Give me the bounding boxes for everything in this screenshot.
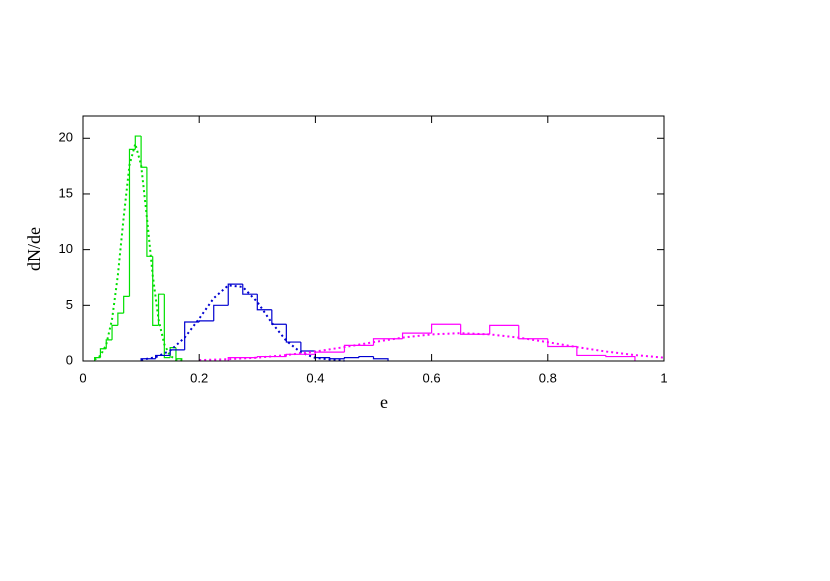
histogram-bin	[140, 358, 156, 361]
y-axis-label: dN/de	[24, 227, 44, 271]
y-tick-label: 5	[66, 297, 73, 312]
x-tick-label: 0.2	[190, 370, 208, 385]
histogram-bin	[605, 355, 636, 361]
histogram-bin	[271, 309, 287, 325]
x-tick-label: 1	[660, 370, 667, 385]
x-tick-label: 0.6	[423, 370, 441, 385]
histogram-bin	[489, 324, 519, 335]
histogram-bin	[105, 339, 113, 349]
histogram-bin	[111, 324, 118, 340]
histogram-bin	[169, 347, 176, 358]
histogram-bin	[184, 321, 200, 350]
histogram-bin	[123, 295, 130, 314]
x-tick-label: 0.4	[306, 370, 324, 385]
histogram-bin	[213, 304, 229, 321]
histogram-bin	[117, 312, 124, 326]
histogram-bin	[329, 357, 345, 360]
histogram-bin	[94, 357, 101, 361]
histogram-bin	[576, 346, 606, 357]
histogram-bin	[128, 148, 136, 297]
histogram-bin	[343, 357, 359, 359]
histogram-bin	[358, 355, 374, 358]
histogram-bin	[152, 256, 159, 326]
histogram-bin	[343, 344, 374, 353]
histogram-bin	[242, 284, 258, 295]
histogram-bin	[155, 354, 171, 359]
x-tick-label: 0	[79, 370, 86, 385]
plot-frame	[82, 115, 665, 362]
y-tick-label: 10	[59, 241, 73, 256]
histogram-bin	[460, 324, 490, 335]
histogram-bin	[285, 324, 301, 343]
histogram-bin	[256, 355, 287, 358]
x-axis-label: e	[380, 392, 388, 412]
histogram-bin	[518, 325, 548, 340]
histogram-bin	[140, 136, 147, 168]
fit-curve	[199, 332, 665, 362]
histogram-bin	[401, 332, 432, 339]
y-tick-label: 15	[59, 185, 73, 200]
histogram-bin	[431, 323, 461, 334]
histogram-bin	[227, 357, 258, 361]
fit-curve	[94, 140, 182, 362]
histogram-bin	[198, 320, 214, 323]
histogram-bin	[372, 356, 389, 361]
histogram-bin	[314, 351, 345, 355]
y-tick-label: 20	[59, 130, 73, 145]
histogram-bin	[146, 167, 153, 257]
histogram-bin	[99, 348, 107, 358]
histogram-bin	[163, 294, 171, 359]
y-tick-label: 0	[66, 352, 73, 367]
histogram-bin	[256, 294, 272, 311]
histogram-bin	[169, 349, 185, 356]
histogram-bin	[300, 342, 316, 352]
histogram-bin	[227, 283, 243, 306]
x-tick-label: 0.8	[539, 370, 557, 385]
histogram-bin	[285, 353, 316, 357]
fit-curve	[140, 284, 345, 362]
